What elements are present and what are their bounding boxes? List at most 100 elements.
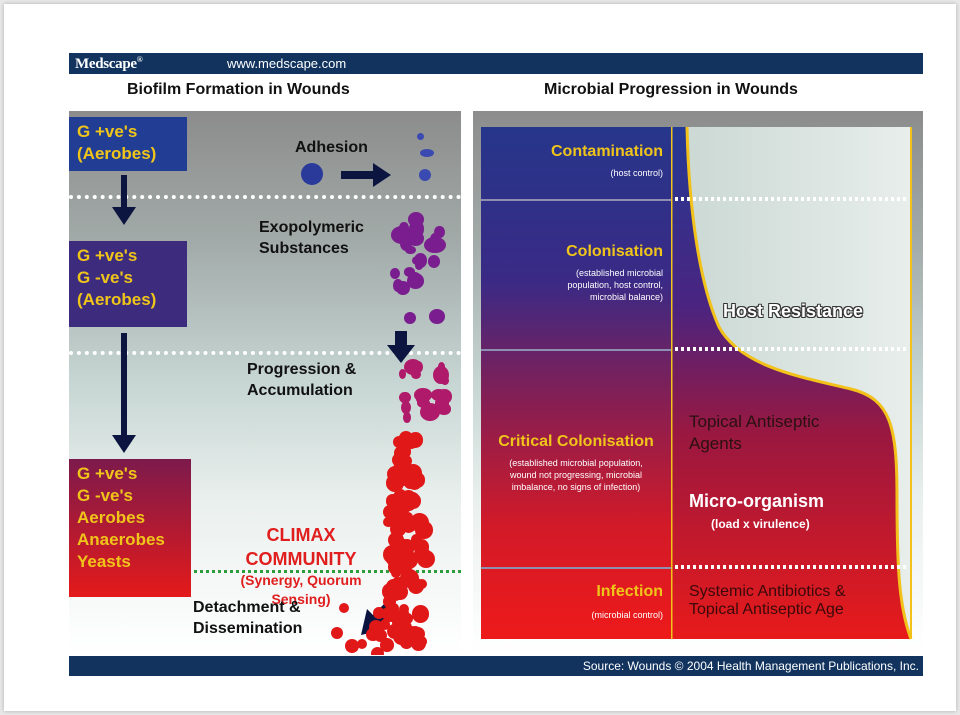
- stage-separator: [481, 199, 671, 201]
- microbe-area: [671, 127, 911, 639]
- stage-line: Progression &: [247, 361, 357, 378]
- stage-critical-colonisation-sub: (established microbial population, wound…: [481, 457, 671, 493]
- footer-bar: Source: Wounds © 2004 Health Management …: [69, 656, 923, 676]
- cell-icon: [398, 455, 410, 466]
- stage-divider-green: [69, 570, 461, 573]
- stage-line: Exopolymeric: [259, 219, 364, 236]
- climax-sub-line: (Synergy, Quorum: [240, 572, 362, 588]
- arrow-right-icon: [341, 163, 391, 187]
- cell-icon: [357, 639, 367, 649]
- cell-icon: [393, 609, 405, 620]
- stage-contamination-sub: (host control): [610, 168, 663, 178]
- stage-colonisation-sub: (established microbial population, host …: [481, 267, 663, 303]
- cell-icon: [427, 255, 440, 268]
- cell-icon: [407, 230, 425, 246]
- cell-icon: [394, 464, 410, 480]
- stage-climax: CLIMAX COMMUNITY (Synergy, Quorum Sensin…: [211, 523, 391, 609]
- cell-icon: [331, 627, 343, 639]
- climax-line: COMMUNITY: [245, 549, 357, 569]
- stage-infection: Infection: [596, 583, 663, 600]
- stage-colonisation: Colonisation: [566, 243, 663, 260]
- label-line: Systemic Antibiotics &: [689, 583, 846, 600]
- box-line: Aerobes: [77, 508, 146, 527]
- cell-icon: [430, 388, 447, 401]
- cell-icon: [411, 534, 423, 545]
- cell-icon: [416, 393, 430, 405]
- arrow-down-icon: [112, 435, 136, 453]
- cell-icon: [345, 639, 359, 653]
- cell-icon: [413, 550, 425, 562]
- cell-icon: [403, 476, 417, 490]
- stage-adhesion: Adhesion: [295, 139, 368, 156]
- logo-mark: ®: [136, 55, 143, 64]
- cell-icon: [373, 628, 387, 642]
- cell-icon: [433, 365, 449, 384]
- micro-organism-label: Micro-organism: [689, 491, 825, 511]
- cell-icon: [382, 594, 396, 608]
- cell-icon: [379, 619, 390, 630]
- cell-icon: [410, 370, 421, 380]
- boundary-curve: [685, 127, 913, 640]
- cell-icon: [396, 560, 412, 576]
- cell-icon: [411, 605, 430, 624]
- cell-icon: [339, 603, 349, 613]
- cell-icon: [404, 267, 416, 277]
- stage-divider: [69, 195, 461, 199]
- cell-icon: [419, 403, 440, 422]
- site-url[interactable]: www.medscape.com: [227, 56, 347, 71]
- systemic-antibiotics-label: Systemic Antibiotics & Topical Antisepti…: [689, 583, 846, 619]
- cell-icon: [301, 163, 323, 185]
- cell-icon: [407, 431, 424, 448]
- organism-box-2: G +ve's G -ve's (Aerobes): [69, 241, 187, 327]
- stage-exopolymeric: Exopolymeric Substances: [259, 217, 364, 259]
- stage-sub-line: population, host control,: [567, 280, 663, 290]
- cell-icon: [420, 149, 434, 157]
- climax-sub-line: Sensing): [271, 591, 331, 607]
- medscape-logo[interactable]: Medscape®: [75, 55, 143, 73]
- cell-icon: [396, 280, 410, 295]
- box-line: G -ve's: [77, 268, 134, 287]
- stage-divider: [69, 351, 461, 355]
- cell-icon: [414, 253, 428, 268]
- stage-line: Detachment &: [193, 599, 301, 616]
- stage-sub-line: imbalance, no signs of infection): [511, 482, 641, 492]
- cell-icon: [370, 646, 385, 655]
- label-line: Topical Antiseptic: [689, 412, 820, 431]
- stage-progression: Progression & Accumulation: [247, 359, 356, 401]
- cell-icon: [393, 435, 406, 449]
- cell-icon: [390, 576, 408, 595]
- cell-icon: [383, 516, 394, 528]
- cell-icon: [417, 133, 424, 140]
- cell-icon: [403, 412, 411, 423]
- cell-icon: [399, 391, 412, 404]
- cell-icon: [372, 606, 385, 619]
- micro-organism-sub-label: (load x virulence): [711, 517, 810, 531]
- arrow-down-icon: [387, 331, 415, 363]
- biofilm-panel: G +ve's (Aerobes) G +ve's G -ve's (Aerob…: [69, 111, 461, 655]
- logo-text: Medscape: [75, 56, 137, 72]
- cell-icon: [407, 273, 425, 289]
- box-line: G +ve's: [77, 122, 138, 141]
- source-credit: Source: Wounds © 2004 Health Management …: [582, 659, 919, 673]
- left-panel-title: Biofilm Formation in Wounds: [127, 81, 350, 98]
- cell-icon: [398, 368, 406, 379]
- cell-icon: [399, 221, 409, 235]
- stage-sub-line: microbial balance): [589, 292, 663, 302]
- stage-critical-colonisation: Critical Colonisation: [498, 433, 654, 450]
- box-line: G +ve's: [77, 464, 138, 483]
- topical-agents-label: Topical Antiseptic Agents: [689, 411, 819, 455]
- cell-icon: [390, 267, 401, 280]
- cell-icon: [403, 312, 417, 325]
- stage-contamination: Contamination: [551, 143, 663, 160]
- arrow-down-icon: [112, 207, 136, 225]
- stage-sub-line: (established microbial population,: [509, 458, 643, 468]
- header-bar: Medscape® www.medscape.com: [69, 53, 923, 74]
- stage-line: Substances: [259, 240, 349, 257]
- stage-column: Contamination (host control) Colonisatio…: [481, 127, 671, 639]
- cell-icon: [415, 635, 427, 647]
- stage-separator: [481, 567, 671, 569]
- cell-icon: [394, 538, 412, 556]
- cell-icon: [407, 212, 425, 228]
- box-line: Anaerobes: [77, 530, 165, 549]
- box-line: G +ve's: [77, 246, 138, 265]
